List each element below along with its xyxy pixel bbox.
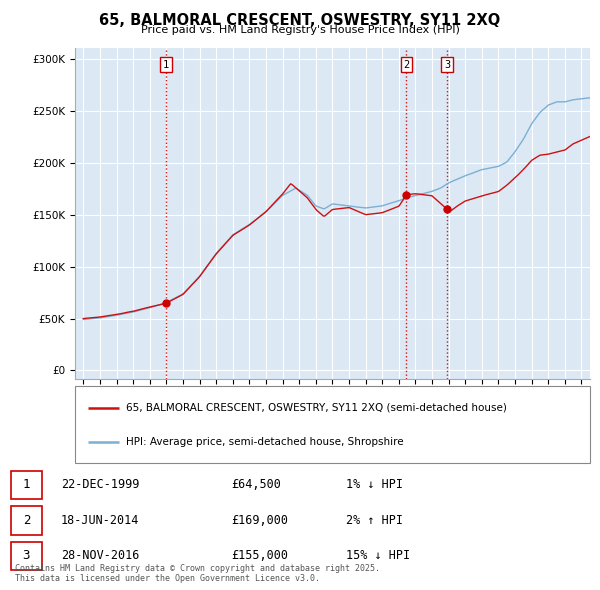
Text: 1: 1 [23,478,30,491]
Text: £64,500: £64,500 [231,478,281,491]
FancyBboxPatch shape [11,471,42,499]
Text: 1% ↓ HPI: 1% ↓ HPI [346,478,403,491]
Text: £155,000: £155,000 [231,549,288,562]
Text: Contains HM Land Registry data © Crown copyright and database right 2025.
This d: Contains HM Land Registry data © Crown c… [15,563,380,583]
Text: Price paid vs. HM Land Registry's House Price Index (HPI): Price paid vs. HM Land Registry's House … [140,25,460,35]
Text: 3: 3 [23,549,30,562]
Text: 2% ↑ HPI: 2% ↑ HPI [346,514,403,527]
Text: £169,000: £169,000 [231,514,288,527]
FancyBboxPatch shape [11,542,42,570]
Text: 1: 1 [163,60,169,70]
Text: 65, BALMORAL CRESCENT, OSWESTRY, SY11 2XQ (semi-detached house): 65, BALMORAL CRESCENT, OSWESTRY, SY11 2X… [127,403,508,413]
Text: 65, BALMORAL CRESCENT, OSWESTRY, SY11 2XQ: 65, BALMORAL CRESCENT, OSWESTRY, SY11 2X… [100,13,500,28]
Text: 3: 3 [444,60,450,70]
Text: HPI: Average price, semi-detached house, Shropshire: HPI: Average price, semi-detached house,… [127,437,404,447]
Text: 15% ↓ HPI: 15% ↓ HPI [346,549,410,562]
Text: 2: 2 [403,60,410,70]
Text: 2: 2 [23,514,30,527]
Text: 18-JUN-2014: 18-JUN-2014 [61,514,139,527]
Text: 22-DEC-1999: 22-DEC-1999 [61,478,139,491]
FancyBboxPatch shape [75,386,590,463]
FancyBboxPatch shape [11,506,42,535]
Text: 28-NOV-2016: 28-NOV-2016 [61,549,139,562]
